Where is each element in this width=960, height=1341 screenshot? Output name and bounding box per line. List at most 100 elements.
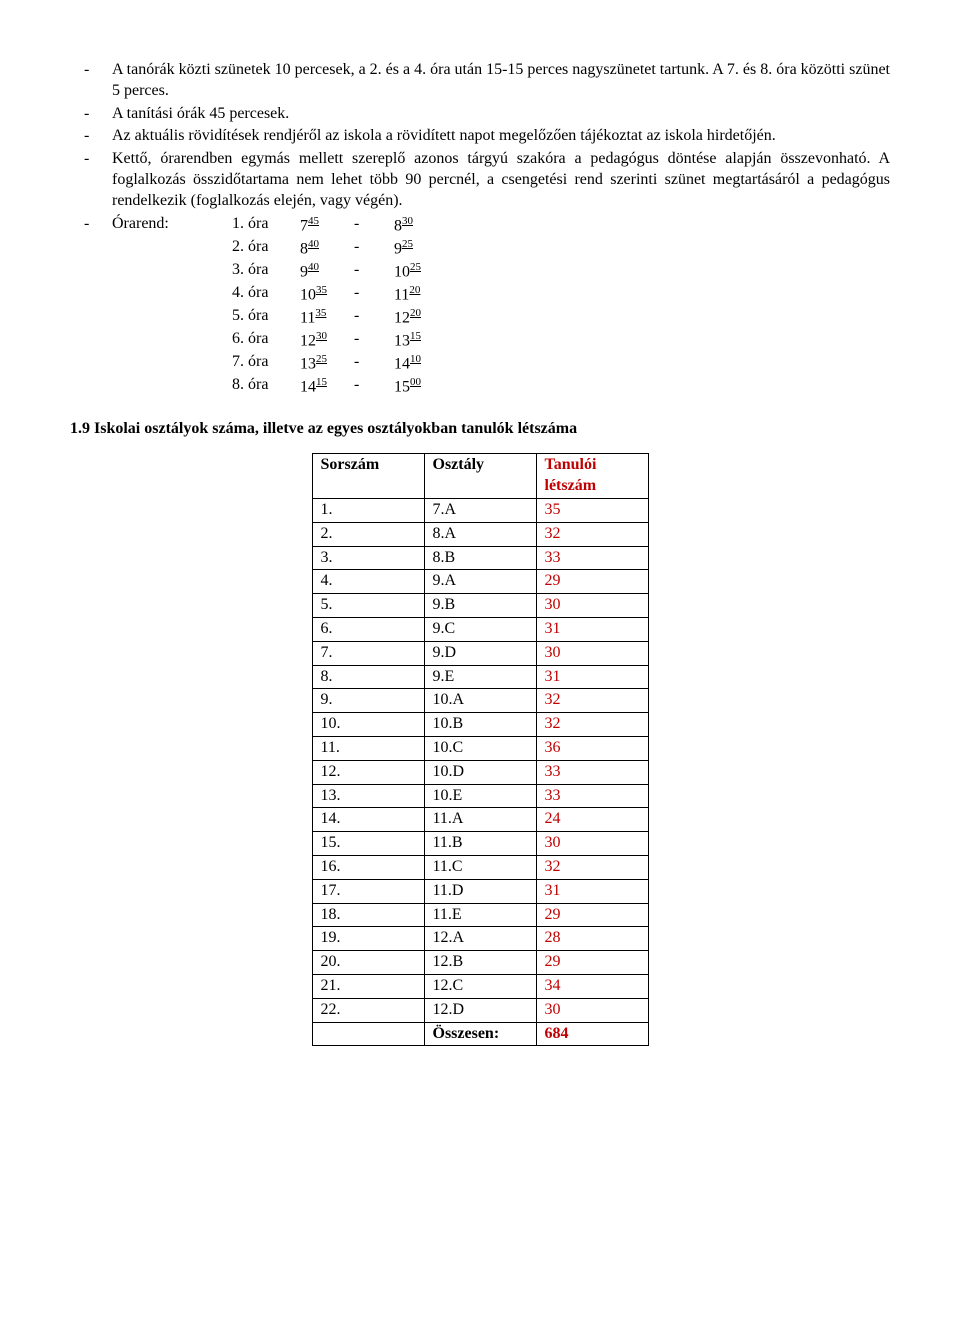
cell-osztaly: 11.E	[424, 903, 536, 927]
lesson-number: 8. óra	[232, 375, 300, 398]
cell-letszam: 28	[536, 927, 648, 951]
cell-sorszam: 22.	[312, 998, 424, 1022]
cell-letszam: 29	[536, 951, 648, 975]
cell-sorszam: 20.	[312, 951, 424, 975]
start-time: 1415	[300, 375, 354, 398]
cell-osztaly: 8.A	[424, 522, 536, 546]
cell-letszam: 33	[536, 784, 648, 808]
cell-osztaly: 12.C	[424, 974, 536, 998]
dash: -	[354, 283, 394, 306]
table-row: 9.10.A32	[312, 689, 648, 713]
cell-sorszam: 14.	[312, 808, 424, 832]
cell-empty	[312, 1022, 424, 1046]
end-time: 830	[394, 214, 413, 237]
cell-letszam: 32	[536, 689, 648, 713]
start-time: 940	[300, 260, 354, 283]
cell-osztaly: 7.A	[424, 498, 536, 522]
start-time: 1035	[300, 283, 354, 306]
cell-letszam: 32	[536, 713, 648, 737]
cell-sorszam: 15.	[312, 832, 424, 856]
cell-osztaly: 9.D	[424, 641, 536, 665]
table-row: 17.11.D31	[312, 879, 648, 903]
bullet-item: A tanítási órák 45 percesek.	[70, 104, 890, 125]
cell-osztaly: 9.A	[424, 570, 536, 594]
start-time: 840	[300, 237, 354, 260]
schedule-row: 6. óra1230-1315	[232, 329, 421, 352]
cell-letszam: 29	[536, 903, 648, 927]
th-letszam: Tanulói létszám	[536, 454, 648, 499]
cell-letszam: 32	[536, 522, 648, 546]
start-time: 745	[300, 214, 354, 237]
schedule-label: Órarend:	[112, 214, 232, 399]
cell-osztaly: 9.E	[424, 665, 536, 689]
table-row: 15.11.B30	[312, 832, 648, 856]
schedule-row: 3. óra940-1025	[232, 260, 421, 283]
table-row: 13.10.E33	[312, 784, 648, 808]
cell-letszam: 36	[536, 736, 648, 760]
cell-sorszam: 7.	[312, 641, 424, 665]
lesson-number: 6. óra	[232, 329, 300, 352]
end-time: 1410	[394, 352, 421, 375]
schedule-row: 7. óra1325-1410	[232, 352, 421, 375]
table-row: 20.12.B29	[312, 951, 648, 975]
cell-sorszam: 18.	[312, 903, 424, 927]
cell-letszam: 31	[536, 617, 648, 641]
cell-sorszam: 17.	[312, 879, 424, 903]
lesson-number: 5. óra	[232, 306, 300, 329]
table-row: 3.8.B33	[312, 546, 648, 570]
cell-osztaly: 9.C	[424, 617, 536, 641]
end-time: 1120	[394, 283, 420, 306]
lesson-number: 3. óra	[232, 260, 300, 283]
cell-letszam: 34	[536, 974, 648, 998]
table-row: 6.9.C31	[312, 617, 648, 641]
class-table: Sorszám Osztály Tanulói létszám 1.7.A352…	[312, 453, 649, 1046]
cell-osztaly: 11.B	[424, 832, 536, 856]
start-time: 1325	[300, 352, 354, 375]
cell-letszam: 30	[536, 594, 648, 618]
cell-osztaly: 10.A	[424, 689, 536, 713]
end-time: 1220	[394, 306, 421, 329]
cell-osztaly: 12.A	[424, 927, 536, 951]
cell-sorszam: 4.	[312, 570, 424, 594]
cell-osztaly: 10.E	[424, 784, 536, 808]
schedule-row: 2. óra840-925	[232, 237, 421, 260]
section-title: 1.9 Iskolai osztályok száma, illetve az …	[70, 419, 890, 440]
dash: -	[354, 214, 394, 237]
cell-sorszam: 10.	[312, 713, 424, 737]
cell-letszam: 33	[536, 546, 648, 570]
table-row: 11.10.C36	[312, 736, 648, 760]
cell-sorszam: 2.	[312, 522, 424, 546]
bullet-item: Az aktuális rövidítések rendjéről az isk…	[70, 126, 890, 147]
schedule-rows: 1. óra745-8302. óra840-9253. óra940-1025…	[232, 214, 421, 399]
cell-letszam: 35	[536, 498, 648, 522]
cell-sorszam: 21.	[312, 974, 424, 998]
cell-total-value: 684	[536, 1022, 648, 1046]
th-sorszam: Sorszám	[312, 454, 424, 499]
cell-sorszam: 8.	[312, 665, 424, 689]
cell-osztaly: 10.D	[424, 760, 536, 784]
bullet-item: A tanórák közti szünetek 10 percesek, a …	[70, 60, 890, 102]
end-time: 925	[394, 237, 413, 260]
cell-sorszam: 16.	[312, 855, 424, 879]
cell-letszam: 30	[536, 998, 648, 1022]
table-body: 1.7.A352.8.A323.8.B334.9.A295.9.B306.9.C…	[312, 498, 648, 1045]
cell-sorszam: 12.	[312, 760, 424, 784]
cell-letszam: 29	[536, 570, 648, 594]
table-row: 16.11.C32	[312, 855, 648, 879]
cell-osztaly: 12.D	[424, 998, 536, 1022]
table-row: 19.12.A28	[312, 927, 648, 951]
schedule-row: 4. óra1035-1120	[232, 283, 421, 306]
start-time: 1230	[300, 329, 354, 352]
table-row: 7.9.D30	[312, 641, 648, 665]
cell-sorszam: 6.	[312, 617, 424, 641]
cell-letszam: 24	[536, 808, 648, 832]
lesson-number: 1. óra	[232, 214, 300, 237]
cell-osztaly: 11.A	[424, 808, 536, 832]
bullet-list: A tanórák közti szünetek 10 percesek, a …	[70, 60, 890, 399]
table-row: 2.8.A32	[312, 522, 648, 546]
cell-osztaly: 10.B	[424, 713, 536, 737]
bullet-item: Kettő, órarendben egymás mellett szerepl…	[70, 149, 890, 211]
cell-total-label: Összesen:	[424, 1022, 536, 1046]
cell-sorszam: 3.	[312, 546, 424, 570]
cell-osztaly: 9.B	[424, 594, 536, 618]
